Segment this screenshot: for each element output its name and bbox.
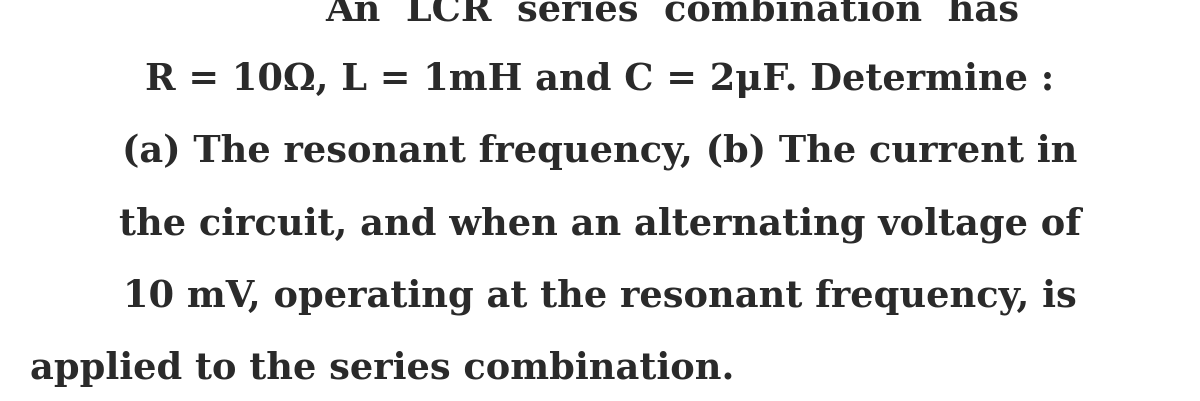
Text: 10 mV, operating at the resonant frequency, is: 10 mV, operating at the resonant frequen…: [124, 278, 1076, 315]
Text: R = 10Ω, L = 1mH and C = 2μF. Determine :: R = 10Ω, L = 1mH and C = 2μF. Determine …: [145, 62, 1055, 98]
Text: the circuit, and when an alternating voltage of: the circuit, and when an alternating vol…: [119, 206, 1081, 243]
Text: (a) The resonant frequency, (b) The current in: (a) The resonant frequency, (b) The curr…: [122, 134, 1078, 170]
Text: An  LCR  series  combination  has: An LCR series combination has: [325, 0, 1019, 28]
Text: applied to the series combination.: applied to the series combination.: [30, 351, 734, 387]
